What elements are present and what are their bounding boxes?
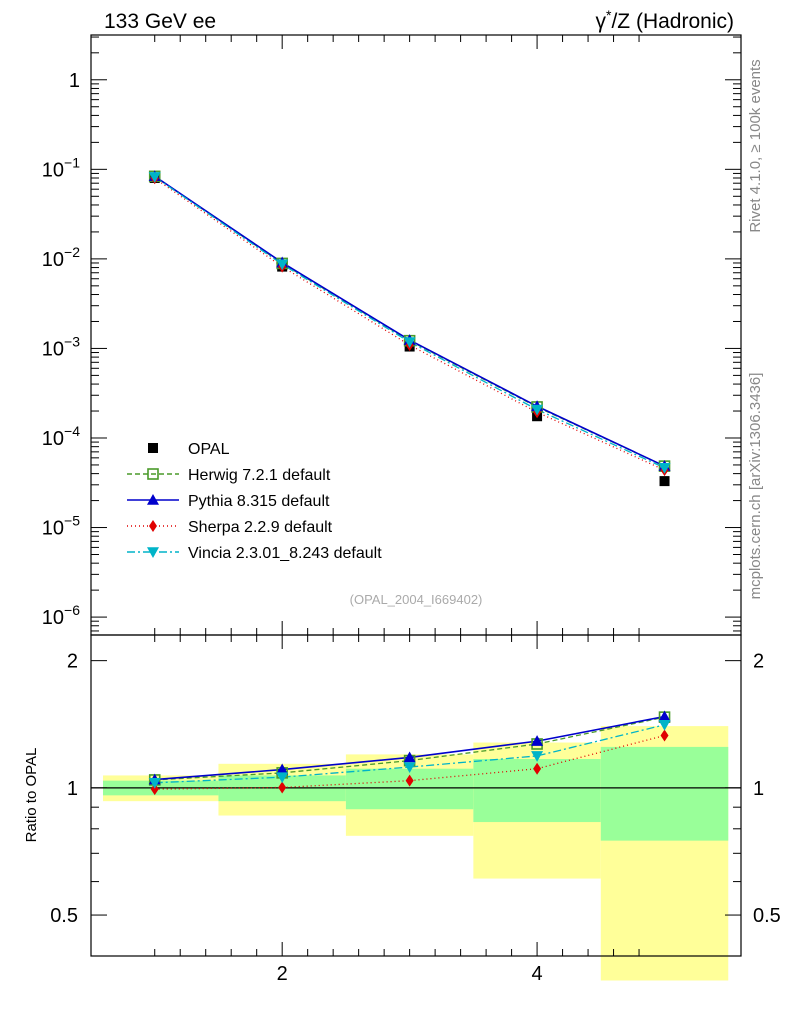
ratio-y-tick-label-right: 1 xyxy=(753,778,764,800)
series-point-3 xyxy=(658,463,671,474)
x-tick-label: 4 xyxy=(532,963,543,985)
ratio-point-3 xyxy=(531,751,544,762)
series-line-3 xyxy=(154,176,665,469)
ratio-point-1 xyxy=(403,751,416,763)
main-y-tick-label: 10−4 xyxy=(42,423,80,450)
ratio-line-0 xyxy=(154,716,665,781)
mcplots-source-label: mcplots.cern.ch [arXiv:1306.3436] xyxy=(747,373,764,600)
legend-label-3: Vincia 2.3.01_8.243 default xyxy=(188,545,382,562)
series-line-2 xyxy=(154,177,665,471)
ratio-y-tick-label: 2 xyxy=(67,651,78,673)
ratio-plot-frame xyxy=(90,634,742,957)
main-y-tick-label: 1 xyxy=(69,70,80,92)
analysis-watermark: (OPAL_2004_I669402) xyxy=(350,592,483,607)
ratio-y-tick-label-right: 0.5 xyxy=(753,905,781,927)
legend-label-0: Herwig 7.2.1 default xyxy=(188,467,331,484)
legend-label-data: OPAL xyxy=(188,441,230,458)
chart-title-left: 133 GeV ee xyxy=(104,10,216,33)
ratio-point-3 xyxy=(148,777,161,789)
legend-marker-data xyxy=(148,443,158,453)
ratio-y-tick-label: 1 xyxy=(67,778,78,800)
legend: OPAL Herwig 7.2.1 default Pythia 8.315 def… xyxy=(127,441,382,562)
legend-marker-3 xyxy=(147,547,159,558)
series-point-3 xyxy=(148,172,161,183)
x-tick-label: 2 xyxy=(277,963,288,985)
main-y-tick-label: 10−2 xyxy=(42,244,80,271)
ratio-point-2 xyxy=(660,729,669,742)
ratio-point-1 xyxy=(531,735,544,746)
ratio-point-1 xyxy=(658,710,671,722)
ratio-point-1 xyxy=(276,763,289,775)
series-point-3 xyxy=(276,259,289,271)
ratio-point-2 xyxy=(150,783,159,796)
series-line-0 xyxy=(154,175,665,467)
legend-label-2: Sherpa 2.2.9 default xyxy=(188,519,333,536)
legend-label-1: Pythia 8.315 default xyxy=(188,493,330,510)
ratio-y-tick-label-right: 2 xyxy=(753,651,764,673)
legend-marker-2 xyxy=(149,520,157,532)
series-point-3 xyxy=(531,404,544,416)
ratio-line-2 xyxy=(154,734,665,790)
main-y-tick-label: 10−1 xyxy=(42,154,80,181)
ratio-y-tick-label: 0.5 xyxy=(50,905,78,927)
main-y-tick-label: 10−5 xyxy=(42,513,80,540)
main-y-tick-label: 10−3 xyxy=(42,333,80,360)
main-y-tick-label: 10−6 xyxy=(42,602,80,629)
main-plot-panel: 1 10−1 10−2 10−3 10−4 10−5 10−6 (OPAL_2004_I66… xyxy=(42,34,742,636)
chart-title-right: γ*/Z (Hadronic) xyxy=(596,7,734,33)
ratio-point-3 xyxy=(658,719,671,731)
legend-marker-0 xyxy=(147,468,159,480)
data-point xyxy=(659,476,670,487)
ratio-point-2 xyxy=(533,762,542,775)
ratio-point-2 xyxy=(405,774,414,787)
ratio-point-3 xyxy=(276,772,289,784)
legend-marker-1 xyxy=(147,494,159,505)
series-point-3 xyxy=(403,337,416,348)
ratio-line-3 xyxy=(154,724,665,784)
series-line-1 xyxy=(154,175,665,467)
rivet-version-label: Rivet 4.1.0, ≥ 100k events xyxy=(747,59,764,232)
ratio-point-2 xyxy=(278,781,287,794)
ratio-inner-band xyxy=(600,746,729,841)
ratio-plot-panel: 2 2 1 1 0.5 0.5 Ratio to OPAL xyxy=(23,634,781,981)
ratio-point-3 xyxy=(403,762,416,774)
ratio-y-axis-label: Ratio to OPAL xyxy=(23,748,40,843)
